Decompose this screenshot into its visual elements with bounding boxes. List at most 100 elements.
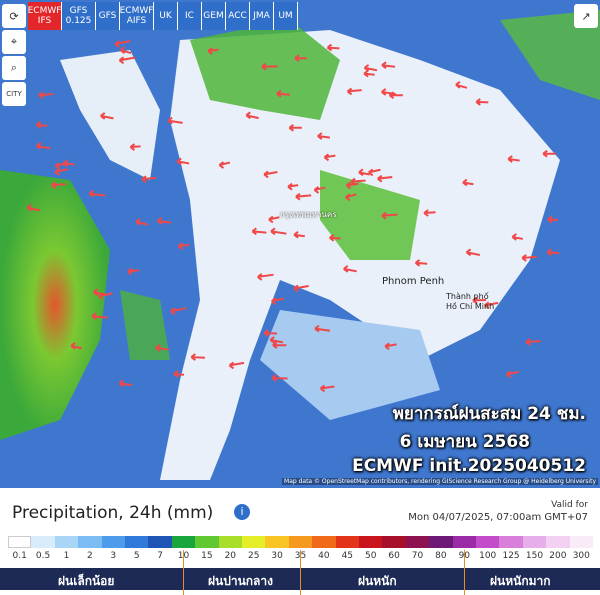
wind-arrow bbox=[100, 112, 114, 120]
wind-arrow bbox=[295, 192, 312, 201]
wind-arrow bbox=[54, 168, 69, 176]
legend-tick: 80 bbox=[435, 551, 447, 561]
wind-arrow bbox=[384, 342, 397, 351]
model-tab[interactable]: GFS bbox=[96, 2, 120, 30]
legend-swatch bbox=[101, 536, 125, 548]
model-tab-label: UK bbox=[159, 11, 172, 21]
legend-swatch bbox=[522, 536, 547, 548]
wind-arrows bbox=[26, 40, 560, 393]
wind-arrow bbox=[167, 116, 183, 125]
refresh-button[interactable]: ⟳ bbox=[2, 4, 26, 28]
wind-arrow bbox=[54, 162, 68, 170]
wind-arrow bbox=[269, 336, 284, 344]
wind-arrow bbox=[465, 248, 481, 257]
wind-arrow bbox=[176, 157, 190, 166]
model-tab-label: 0.125 bbox=[65, 16, 92, 26]
model-tab[interactable]: IC bbox=[178, 2, 202, 30]
legend-tick: 40 bbox=[318, 551, 330, 561]
wind-arrow bbox=[141, 175, 157, 183]
legend-tick: 15 bbox=[201, 551, 213, 561]
model-tab[interactable]: JMA bbox=[250, 2, 274, 30]
wind-arrow bbox=[363, 64, 378, 72]
wind-arrow bbox=[323, 153, 336, 162]
wind-arrow bbox=[507, 155, 520, 163]
wind-arrow bbox=[271, 374, 288, 382]
model-tab-label: JMA bbox=[253, 11, 270, 21]
wind-arrow bbox=[157, 217, 172, 225]
legend-tick: 5 bbox=[133, 551, 140, 561]
model-tab[interactable]: ECMWF IFS bbox=[28, 2, 62, 30]
wind-arrow bbox=[177, 242, 190, 250]
wind-arrow bbox=[268, 215, 280, 224]
wind-arrow bbox=[319, 384, 335, 393]
legend-swatch bbox=[148, 536, 172, 548]
wind-arrow bbox=[35, 121, 48, 129]
attribution: Map data © OpenStreetMap contributors, r… bbox=[282, 478, 598, 485]
legend-tick: 90 bbox=[458, 551, 471, 561]
legend-swatch bbox=[242, 536, 266, 548]
model-tab[interactable]: ECMWF AIFS bbox=[120, 2, 154, 30]
wind-arrow bbox=[368, 168, 381, 177]
wind-arrow bbox=[118, 379, 133, 388]
wind-arrow bbox=[381, 61, 396, 70]
legend-swatch bbox=[569, 536, 593, 548]
model-tab[interactable]: GEM bbox=[202, 2, 226, 30]
wind-arrow bbox=[207, 47, 219, 55]
wind-arrow bbox=[329, 234, 341, 242]
wind-arrow bbox=[350, 177, 366, 186]
wind-arrow bbox=[170, 307, 187, 315]
zoom-button[interactable]: ⌕ bbox=[2, 56, 26, 80]
legend-tick: 20 bbox=[224, 551, 237, 561]
legend-swatch bbox=[8, 536, 32, 548]
category-label: ฝนเล็กน้อย bbox=[58, 574, 115, 588]
wind-arrow bbox=[263, 170, 278, 179]
legend-swatch bbox=[405, 536, 430, 548]
wind-arrow bbox=[506, 370, 520, 379]
category-separator bbox=[464, 550, 465, 595]
model-tab[interactable]: UM bbox=[274, 2, 298, 30]
wind-arrow bbox=[363, 69, 375, 78]
legend-swatch bbox=[265, 536, 289, 548]
wind-arrow bbox=[326, 43, 340, 52]
legend-tick: 10 bbox=[177, 551, 190, 561]
wind-arrow bbox=[542, 149, 556, 158]
overlay-date: 6 เมษายน 2568 bbox=[399, 432, 530, 452]
legend-tick: 2 bbox=[87, 551, 93, 561]
wind-arrow bbox=[343, 265, 357, 273]
legend-tick: 300 bbox=[572, 551, 590, 561]
wind-arrow bbox=[547, 215, 559, 224]
category-label: ฝนหนักมาก bbox=[490, 574, 551, 588]
wind-arrow bbox=[381, 88, 396, 96]
category-label: ฝนหนัก bbox=[358, 574, 397, 588]
wind-arrow bbox=[377, 174, 393, 183]
model-tab-label: IFS bbox=[37, 16, 52, 26]
category-separator bbox=[300, 550, 301, 595]
wind-arrow bbox=[26, 203, 41, 212]
wind-arrow bbox=[261, 62, 278, 71]
model-tab[interactable]: GFS 0.125 bbox=[62, 2, 96, 30]
wind-arrow bbox=[38, 91, 54, 100]
info-button[interactable]: i bbox=[234, 504, 250, 520]
wind-arrow bbox=[381, 211, 398, 220]
wind-arrow bbox=[546, 248, 560, 257]
wind-arrow bbox=[51, 181, 66, 189]
legend-swatch bbox=[125, 536, 149, 548]
model-tab[interactable]: UK bbox=[154, 2, 178, 30]
overlay-init: ECMWF init.2025040512 bbox=[352, 456, 586, 476]
legend-swatch bbox=[31, 536, 55, 548]
city-button[interactable]: CITY bbox=[2, 82, 26, 106]
wind-arrow bbox=[155, 344, 169, 352]
wind-arrow bbox=[358, 168, 370, 177]
model-tab[interactable]: ACC bbox=[226, 2, 250, 30]
legend-swatch bbox=[218, 536, 242, 548]
wind-arrow bbox=[98, 292, 113, 300]
location-button[interactable]: ⌖ bbox=[2, 30, 26, 54]
legend-swatch bbox=[195, 536, 219, 548]
wind-arrow bbox=[475, 98, 489, 106]
rain-moderate bbox=[120, 290, 170, 360]
model-tab-label: IC bbox=[185, 11, 194, 21]
category-label: ฝนปานกลาง bbox=[208, 574, 274, 588]
wind-arrow bbox=[294, 54, 307, 62]
wind-arrow bbox=[119, 46, 132, 55]
share-button[interactable]: ↗ bbox=[574, 4, 598, 28]
